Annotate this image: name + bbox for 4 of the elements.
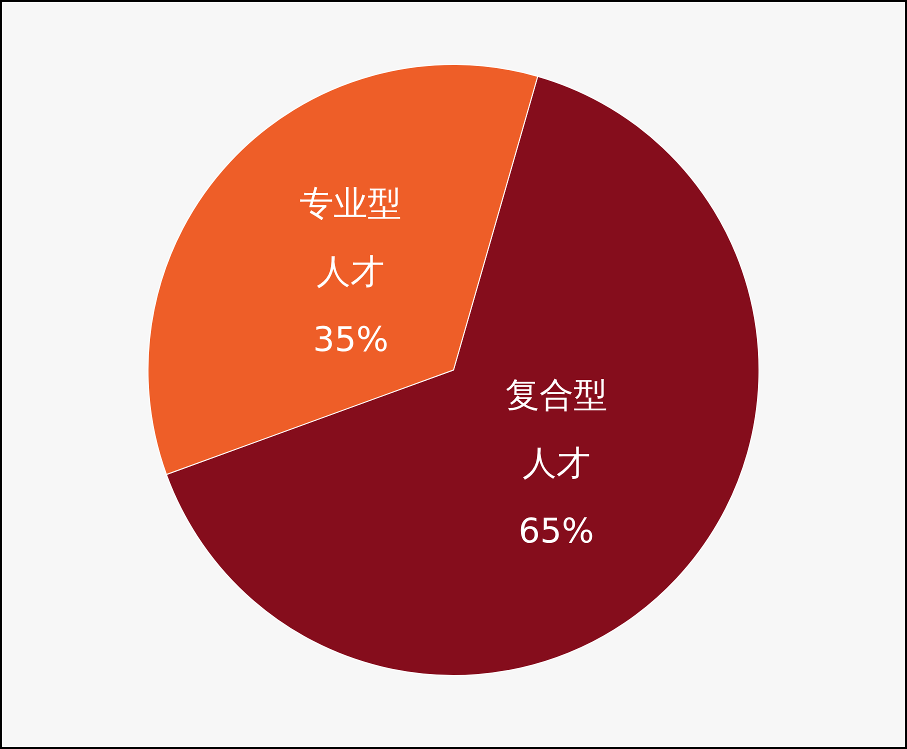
data-label: 65%	[518, 512, 594, 552]
slice-label: 专业型人才	[300, 184, 402, 292]
slice-label: 复合型人才	[505, 376, 608, 484]
data-label: 35%	[312, 320, 389, 360]
